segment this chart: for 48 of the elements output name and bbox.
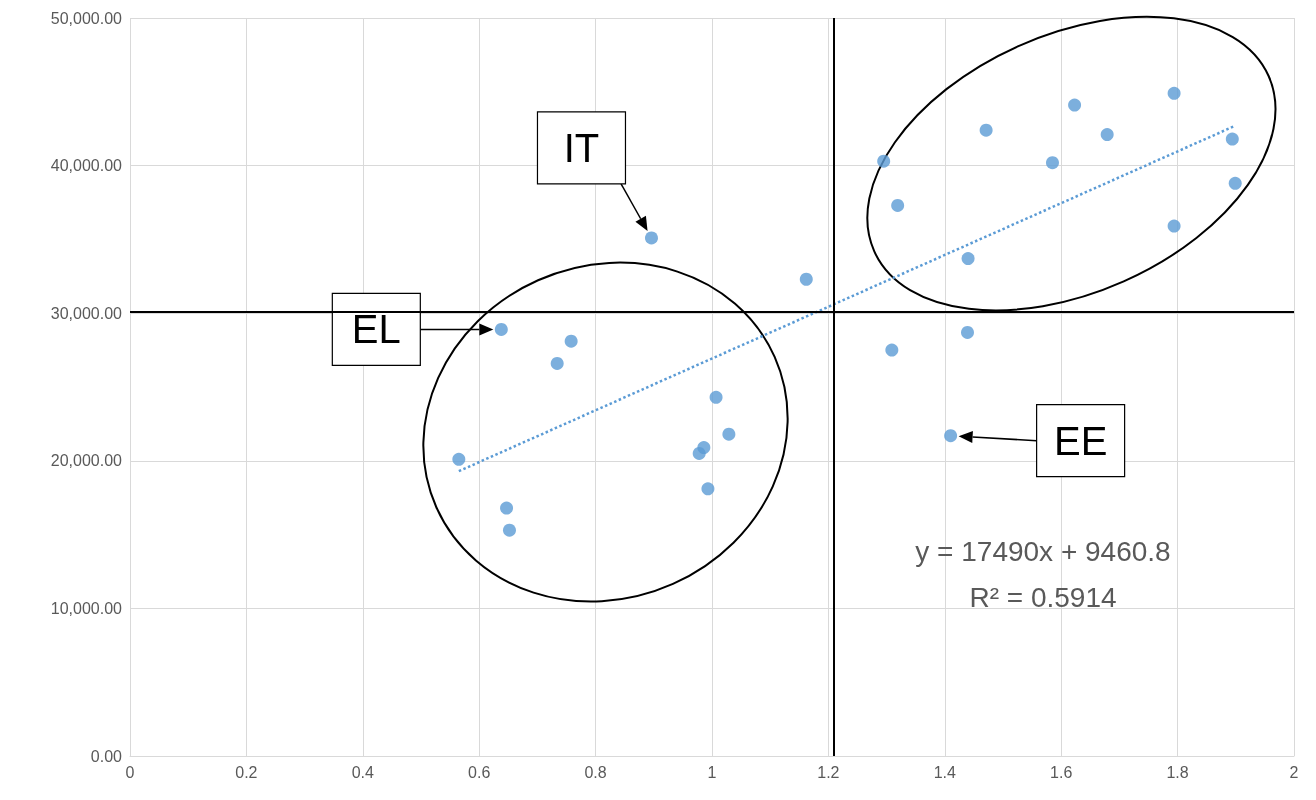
- annotation: EL: [351, 307, 401, 352]
- y-tick-label: 10,000.00: [50, 599, 123, 617]
- annotation: IT: [563, 125, 600, 170]
- x-tick-label: 0.2: [235, 763, 258, 781]
- x-tick-label: 1.4: [933, 763, 957, 781]
- y-tick-label: 40,000.00: [50, 157, 123, 175]
- annotation: EE: [1053, 418, 1108, 463]
- point: [979, 123, 993, 137]
- point: [722, 427, 736, 441]
- point: [1068, 98, 1082, 112]
- x-tick-label: 0: [125, 763, 135, 781]
- point: [564, 334, 578, 348]
- point: [1045, 156, 1059, 170]
- point: [1228, 176, 1242, 190]
- y-tick-label: 50,000.00: [50, 9, 123, 27]
- point: [709, 390, 723, 404]
- point: [1225, 132, 1239, 146]
- point: [961, 252, 975, 266]
- point: [452, 452, 466, 466]
- point: [500, 501, 514, 515]
- annotation: R² = 0.5914: [969, 581, 1117, 613]
- point: [494, 322, 508, 336]
- point: [799, 272, 813, 286]
- point: [1167, 86, 1181, 100]
- x-tick-label: 0.8: [584, 763, 607, 781]
- point: [944, 429, 958, 443]
- x-tick-label: 1.2: [817, 763, 840, 781]
- y-tick-label: 0.00: [90, 747, 123, 765]
- point: [644, 231, 658, 245]
- point: [877, 154, 891, 168]
- point: [697, 441, 711, 455]
- point: [885, 343, 899, 357]
- y-tick-label: 20,000.00: [50, 452, 123, 470]
- annotation: y = 17490x + 9460.8: [915, 535, 1171, 567]
- point: [891, 198, 905, 212]
- point: [961, 325, 974, 339]
- x-tick-label: 0.6: [468, 763, 491, 781]
- x-tick-label: 2: [1289, 763, 1299, 781]
- y-tick-label: 30,000.00: [50, 304, 123, 322]
- point: [701, 482, 715, 496]
- x-tick-label: 1: [707, 763, 717, 781]
- point: [1100, 128, 1114, 142]
- point: [502, 523, 516, 537]
- x-tick-label: 0.4: [351, 763, 375, 781]
- point: [1167, 219, 1181, 233]
- x-tick-label: 1.6: [1050, 763, 1073, 781]
- point: [550, 356, 564, 370]
- x-tick-label: 1.8: [1166, 763, 1189, 781]
